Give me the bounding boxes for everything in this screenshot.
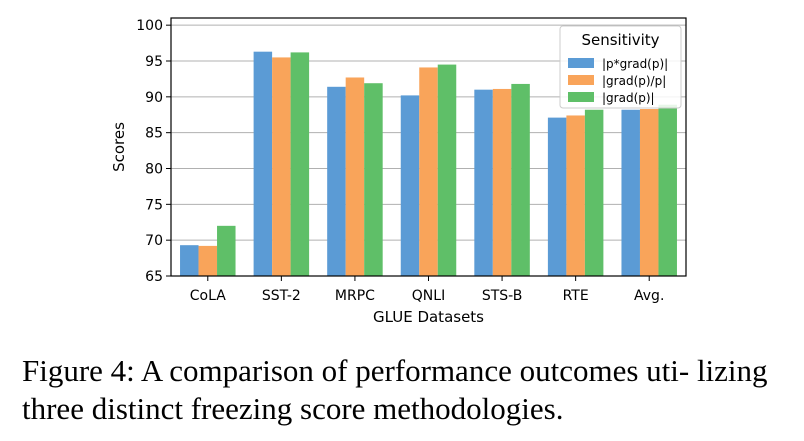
y-tick-label: 80 xyxy=(145,162,163,178)
x-tick-label: Avg. xyxy=(634,288,664,304)
x-tick-label: SST-2 xyxy=(262,288,301,304)
x-tick-label: MRPC xyxy=(335,288,375,304)
y-axis-label: Scores xyxy=(110,122,128,172)
bar-sst2-series2 xyxy=(272,57,291,276)
y-tick-label: 75 xyxy=(145,197,163,213)
legend-box xyxy=(559,25,682,109)
bar-avg-series3 xyxy=(658,104,677,276)
figure-caption: Figure 4: A comparison of performance ou… xyxy=(22,353,768,426)
legend-items: |p*grad(p)| |grad(p)/p| |grad(p)| xyxy=(568,57,668,105)
bar-qnli-series3 xyxy=(437,64,457,276)
legend-swatch xyxy=(568,75,594,85)
legend: Sensitivity |p*grad(p)| |grad(p)/p| |grad(… xyxy=(559,25,682,109)
bar-avg-series1 xyxy=(621,109,640,276)
bar-sst2-series3 xyxy=(290,52,310,277)
bar-rte-series1 xyxy=(547,117,567,276)
bar-cola-series3 xyxy=(217,225,236,276)
legend-swatch xyxy=(568,92,594,102)
bar-cola-series2 xyxy=(198,245,218,276)
bar-stsb-series1 xyxy=(474,89,493,277)
bar-cola-series1 xyxy=(180,245,199,276)
x-tick-label: STS-B xyxy=(482,288,522,304)
bar-avg-series2 xyxy=(639,109,659,277)
bar-stsb-series3 xyxy=(511,83,530,276)
bar-qnli-series1 xyxy=(400,95,420,277)
y-tick-label: 85 xyxy=(145,126,163,142)
legend-swatch xyxy=(568,58,594,68)
legend-title: Sensitivity xyxy=(581,31,659,49)
x-tick-label: QNLI xyxy=(412,288,445,304)
bar-rte-series3 xyxy=(584,109,604,276)
bar-sst2-series1 xyxy=(253,51,273,276)
bar-mrpc-series3 xyxy=(364,83,383,276)
legend-label: |grad(p)| xyxy=(602,91,655,105)
bar-mrpc-series2 xyxy=(345,77,365,276)
legend-label: |p*grad(p)| xyxy=(602,57,668,71)
x-tick-label: RTE xyxy=(563,288,589,304)
bar-qnli-series2 xyxy=(419,67,438,276)
bar-stsb-series2 xyxy=(492,88,512,276)
x-tick-label: CoLA xyxy=(190,288,226,304)
x-axis-label: GLUE Datasets xyxy=(373,308,484,326)
legend-label: |grad(p)/p| xyxy=(602,74,666,88)
y-tick-label: 95 xyxy=(145,54,163,70)
bar-rte-series2 xyxy=(566,115,585,276)
bar-mrpc-series1 xyxy=(327,86,346,276)
y-tick-label: 65 xyxy=(145,269,163,285)
bar-chart: 65 70 75 80 85 90 95 100 CoLA SST-2 MRPC QNLI STS-B R… xyxy=(110,17,687,326)
y-tick-label: 90 xyxy=(145,90,163,106)
axis-ticks: 65 70 75 80 85 90 95 100 CoLA SST-2 MRPC QNLI STS-B R… xyxy=(136,18,664,304)
y-tick-label: 100 xyxy=(136,18,163,34)
bars xyxy=(180,51,677,277)
y-tick-label: 70 xyxy=(145,233,163,249)
